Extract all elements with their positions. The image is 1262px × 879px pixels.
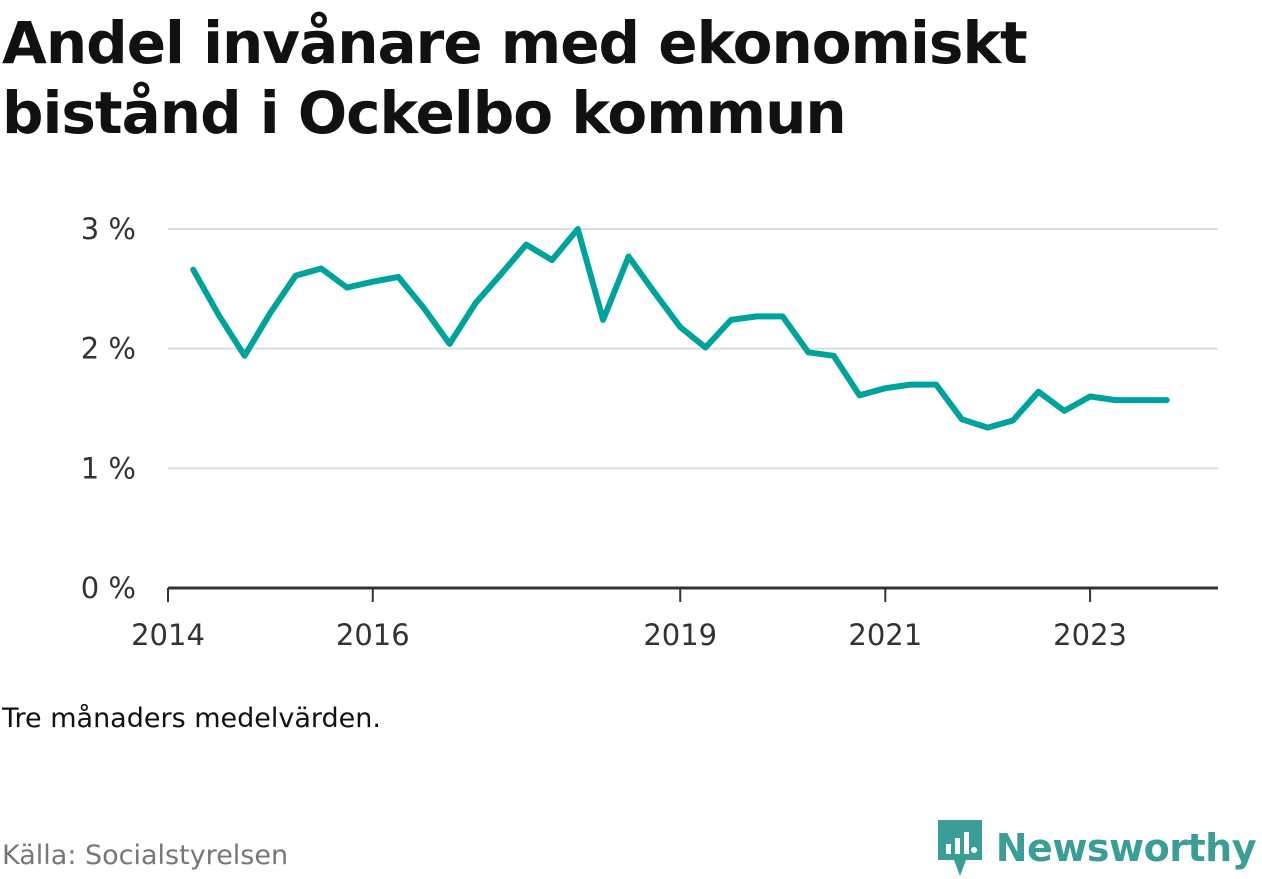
y-axis-labels: 0 % 1 % 2 % 3 % — [81, 212, 136, 605]
x-axis-ticks: 2014 2016 2019 2021 2023 — [131, 588, 1127, 652]
y-tick-label: 2 % — [81, 332, 136, 366]
y-tick-label: 0 % — [81, 571, 136, 605]
chart-title: Andel invånare med ekonomiskt bistånd i … — [2, 9, 1028, 147]
x-tick-label: 2023 — [1053, 618, 1127, 652]
gridlines — [168, 228, 1218, 470]
brand-name: Newsworthy — [995, 826, 1257, 870]
brand-logo: Newsworthy — [934, 818, 1257, 878]
x-tick-label: 2014 — [131, 618, 205, 652]
series-layer — [190, 226, 1170, 431]
source-credit: Källa: Socialstyrelsen — [2, 840, 289, 871]
series-line — [190, 226, 1170, 431]
x-tick-label: 2019 — [643, 618, 717, 652]
chart-note: Tre månaders medelvärden. — [2, 703, 381, 734]
y-tick-label: 3 % — [81, 212, 136, 246]
x-tick-label: 2016 — [336, 618, 410, 652]
line-chart: 0 % 1 % 2 % 3 % 2014 2016 2019 2021 2023 — [81, 212, 1218, 652]
newsworthy-logo-icon — [937, 820, 982, 876]
x-tick-label: 2021 — [848, 618, 922, 652]
y-tick-label: 1 % — [81, 451, 136, 485]
